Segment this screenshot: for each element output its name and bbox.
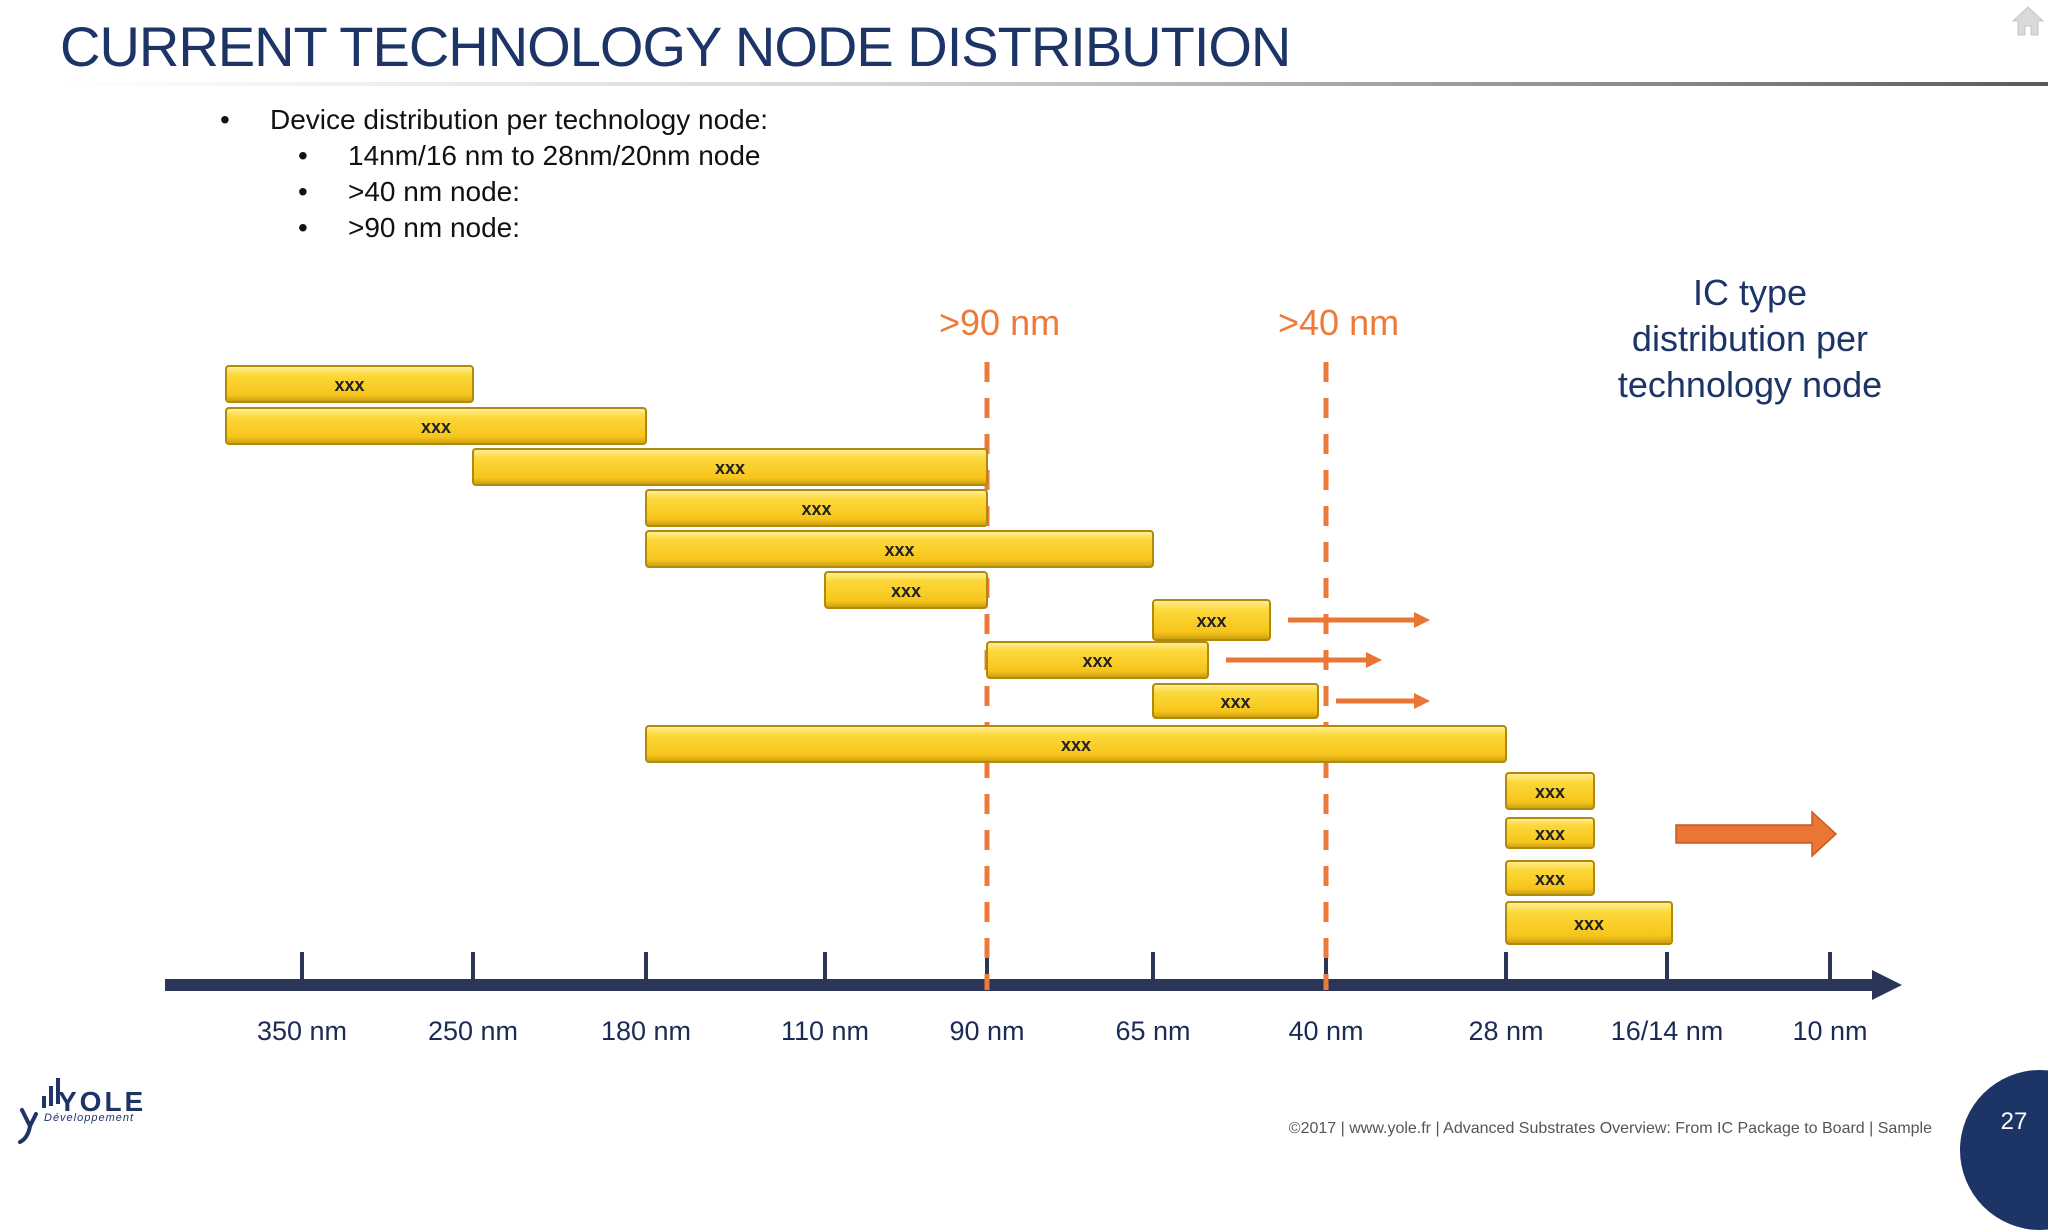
node-range-bar bbox=[1152, 683, 1319, 719]
node-range-bar-label: xxx bbox=[1535, 782, 1565, 802]
node-range-bar bbox=[645, 725, 1507, 763]
migration-arrow-head bbox=[1366, 652, 1382, 668]
axis-tick-label: 16/14 nm bbox=[1611, 1016, 1724, 1046]
axis-tick-label: 65 nm bbox=[1115, 1016, 1190, 1046]
node-range-bar-label: xxx bbox=[1220, 692, 1250, 712]
bullet-text: 14nm/16 nm to 28nm/20nm node bbox=[348, 140, 761, 171]
axis-tick-label: 350 nm bbox=[257, 1016, 347, 1046]
axis-tick-label: 10 nm bbox=[1792, 1016, 1867, 1046]
threshold-label-90nm: >90 nm bbox=[939, 302, 1061, 343]
axis-tick-label: 180 nm bbox=[601, 1016, 691, 1046]
axis-tick-label: 250 nm bbox=[428, 1016, 518, 1046]
logo-word: YOLE bbox=[58, 1086, 147, 1117]
trend-arrow bbox=[1675, 810, 1838, 858]
node-range-bar bbox=[472, 448, 988, 486]
page-title: CURRENT TECHNOLOGY NODE DISTRIBUTION bbox=[60, 15, 1291, 78]
node-range-bar-label: xxx bbox=[1061, 735, 1091, 755]
ic-type-label-line: IC type bbox=[1692, 272, 1808, 313]
node-range-bar bbox=[1505, 817, 1595, 849]
bullet-text: Device distribution per technology node: bbox=[270, 104, 769, 135]
logo-subtitle: Développement bbox=[44, 1112, 135, 1124]
page-number-badge bbox=[1960, 1070, 2048, 1230]
node-range-bar bbox=[225, 407, 647, 445]
node-range-bar-label: xxx bbox=[891, 581, 921, 601]
axis-tick-label: 40 nm bbox=[1288, 1016, 1363, 1046]
node-distribution-diagram: 350 nm 250 nm 180 nm 110 nm 90 nm 65 nm 40 nm 2… bbox=[165, 362, 1902, 1046]
node-range-bar bbox=[645, 489, 988, 527]
migration-arrow-head bbox=[1414, 693, 1430, 709]
bullet-glyph: • bbox=[298, 140, 308, 171]
footer-text: ©2017 | www.yole.fr | Advanced Substrate… bbox=[1288, 1120, 1932, 1137]
node-range-bar-label: xxx bbox=[1535, 869, 1565, 889]
ic-type-label-line: technology node bbox=[1617, 364, 1883, 405]
bullet-glyph: • bbox=[220, 104, 230, 135]
ic-type-label: IC type distribution per technology node bbox=[1580, 270, 1920, 408]
node-range-bar-label: xxx bbox=[421, 417, 451, 437]
node-axis-arrowhead bbox=[1872, 970, 1902, 1000]
node-range-bar-label: xxx bbox=[715, 458, 745, 478]
node-range-bar bbox=[225, 365, 474, 403]
bullet-glyph: • bbox=[298, 176, 308, 207]
node-range-bar bbox=[1505, 860, 1595, 896]
page-number: 27 bbox=[2000, 1108, 2028, 1135]
node-range-bar bbox=[1505, 772, 1595, 810]
slide: CURRENT TECHNOLOGY NODE DISTRIBUTION • D… bbox=[18, 4, 2048, 1230]
title-divider bbox=[60, 82, 2048, 86]
node-range-bar bbox=[1152, 599, 1271, 641]
bullet-text: >90 nm node: bbox=[348, 212, 521, 243]
threshold-label-40nm: >40 nm bbox=[1278, 302, 1400, 343]
node-range-bar-label: xxx bbox=[1196, 611, 1226, 631]
node-range-bar-label: xxx bbox=[884, 540, 914, 560]
bullet-text: >40 nm node: bbox=[348, 176, 521, 207]
node-range-bar bbox=[824, 571, 988, 609]
axis-tick-label: 90 nm bbox=[949, 1016, 1024, 1046]
node-range-bar bbox=[986, 641, 1209, 679]
yole-logo bbox=[18, 1078, 60, 1144]
bullet-glyph: • bbox=[298, 212, 308, 243]
node-range-bar-label: xxx bbox=[801, 499, 831, 519]
migration-arrow-head bbox=[1414, 612, 1430, 628]
node-range-bar-label: xxx bbox=[334, 375, 364, 395]
node-range-bar-label: xxx bbox=[1082, 651, 1112, 671]
node-range-bar bbox=[1505, 901, 1673, 945]
axis-tick-label: 110 nm bbox=[781, 1016, 869, 1046]
axis-tick-label: 28 nm bbox=[1468, 1016, 1543, 1046]
home-icon[interactable] bbox=[2010, 4, 2046, 38]
ic-type-label-line: distribution per bbox=[1631, 318, 1869, 359]
node-range-bar-label: xxx bbox=[1574, 914, 1604, 934]
node-range-bar bbox=[645, 530, 1154, 568]
node-range-bar-label: xxx bbox=[1535, 824, 1565, 844]
